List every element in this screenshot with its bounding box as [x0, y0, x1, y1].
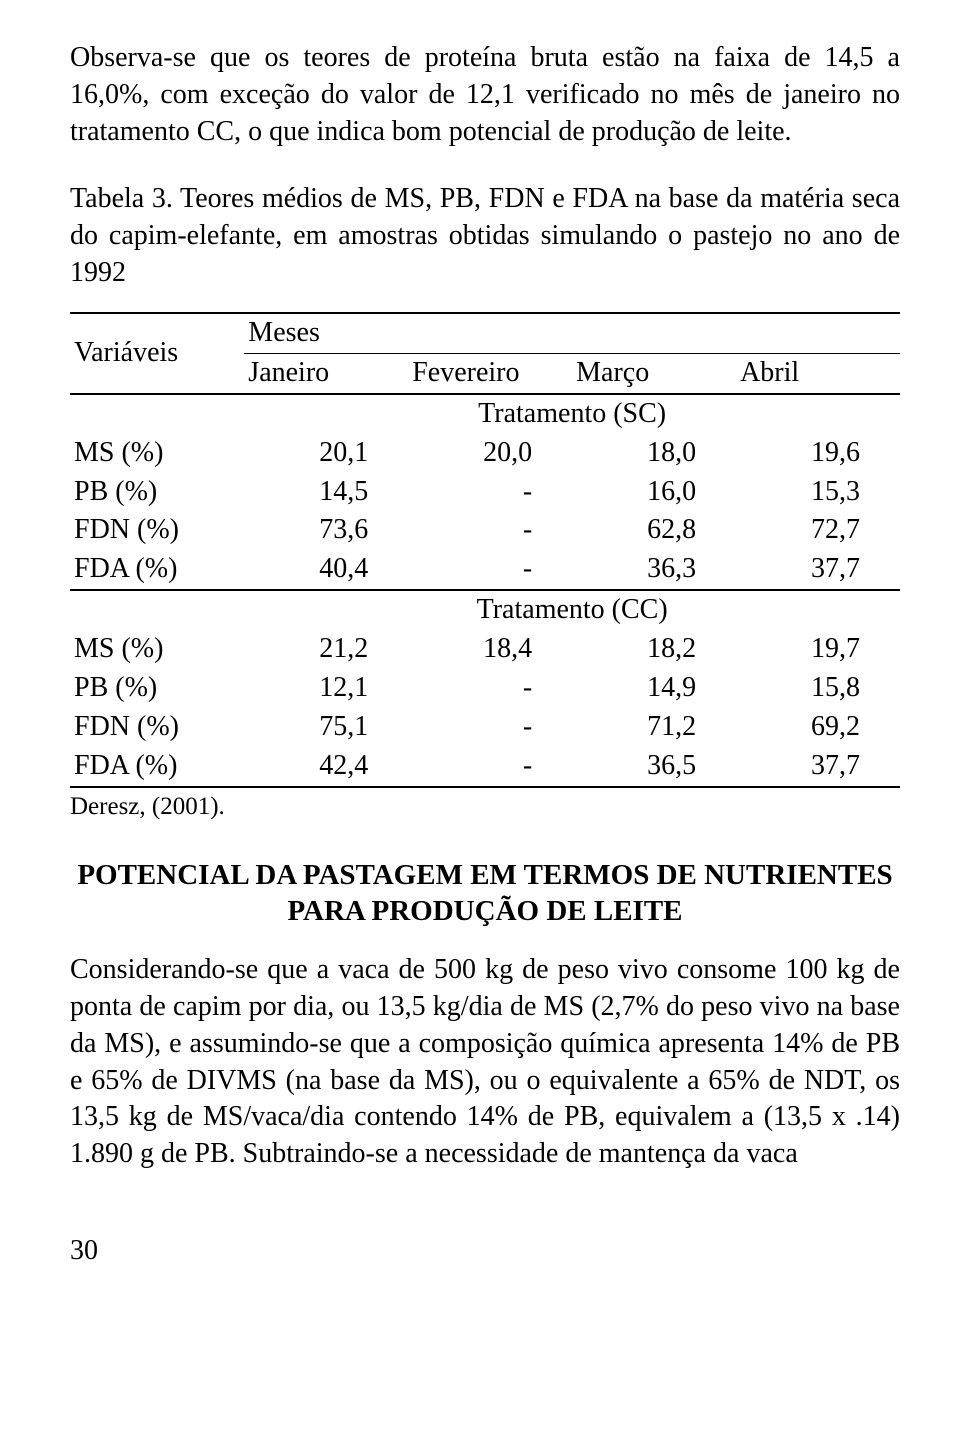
row-label: MS (%) — [70, 434, 244, 473]
cell: 40,4 — [244, 550, 408, 590]
cell: 75,1 — [244, 708, 408, 747]
header-variaveis: Variáveis — [70, 313, 244, 394]
cell: - — [408, 473, 572, 512]
section-heading: POTENCIAL DA PASTAGEM EM TERMOS DE NUTRI… — [70, 857, 900, 930]
month-fevereiro: Fevereiro — [408, 353, 572, 393]
cell: 14,9 — [572, 669, 736, 708]
month-janeiro: Janeiro — [244, 353, 408, 393]
row-label: FDA (%) — [70, 747, 244, 787]
cell: 72,7 — [736, 511, 900, 550]
cell: 19,7 — [736, 630, 900, 669]
cell: - — [408, 550, 572, 590]
cell: 20,0 — [408, 434, 572, 473]
body-paragraph: Considerando-se que a vaca de 500 kg de … — [70, 952, 900, 1174]
treatment-sc-label: Tratamento (SC) — [244, 394, 900, 434]
cell: 21,2 — [244, 630, 408, 669]
table-row: FDA (%) 40,4 - 36,3 37,7 — [70, 550, 900, 590]
page-number: 30 — [70, 1233, 900, 1270]
table-row: MS (%) 20,1 20,0 18,0 19,6 — [70, 434, 900, 473]
cell: 18,0 — [572, 434, 736, 473]
cell: 69,2 — [736, 708, 900, 747]
cell: 18,2 — [572, 630, 736, 669]
row-label: MS (%) — [70, 630, 244, 669]
cell: 37,7 — [736, 747, 900, 787]
cell: - — [408, 708, 572, 747]
cell: - — [408, 511, 572, 550]
treatment-cc-label: Tratamento (CC) — [244, 590, 900, 630]
month-marco: Março — [572, 353, 736, 393]
cell: 62,8 — [572, 511, 736, 550]
cell: - — [408, 669, 572, 708]
table-row: FDN (%) 75,1 - 71,2 69,2 — [70, 708, 900, 747]
cell: 12,1 — [244, 669, 408, 708]
cell: 19,6 — [736, 434, 900, 473]
cell: 36,5 — [572, 747, 736, 787]
table-row: FDA (%) 42,4 - 36,5 37,7 — [70, 747, 900, 787]
table-row: PB (%) 14,5 - 16,0 15,3 — [70, 473, 900, 512]
table-caption: Tabela 3. Teores médios de MS, PB, FDN e… — [70, 181, 900, 292]
cell: - — [408, 747, 572, 787]
row-label: FDN (%) — [70, 511, 244, 550]
table-source: Deresz, (2001). — [70, 790, 900, 823]
data-table: Variáveis Meses Janeiro Fevereiro Março … — [70, 312, 900, 788]
cell: 42,4 — [244, 747, 408, 787]
table-row: PB (%) 12,1 - 14,9 15,8 — [70, 669, 900, 708]
cell: 14,5 — [244, 473, 408, 512]
month-abril: Abril — [736, 353, 900, 393]
cell: 15,3 — [736, 473, 900, 512]
cell: 36,3 — [572, 550, 736, 590]
cell: 71,2 — [572, 708, 736, 747]
intro-paragraph: Observa-se que os teores de proteína bru… — [70, 40, 900, 151]
row-label: FDN (%) — [70, 708, 244, 747]
table-row: MS (%) 21,2 18,4 18,2 19,7 — [70, 630, 900, 669]
cell: 15,8 — [736, 669, 900, 708]
cell: 37,7 — [736, 550, 900, 590]
cell: 18,4 — [408, 630, 572, 669]
header-meses: Meses — [244, 313, 900, 353]
cell: 16,0 — [572, 473, 736, 512]
cell: 20,1 — [244, 434, 408, 473]
row-label: PB (%) — [70, 669, 244, 708]
table-row: FDN (%) 73,6 - 62,8 72,7 — [70, 511, 900, 550]
row-label: PB (%) — [70, 473, 244, 512]
row-label: FDA (%) — [70, 550, 244, 590]
cell: 73,6 — [244, 511, 408, 550]
